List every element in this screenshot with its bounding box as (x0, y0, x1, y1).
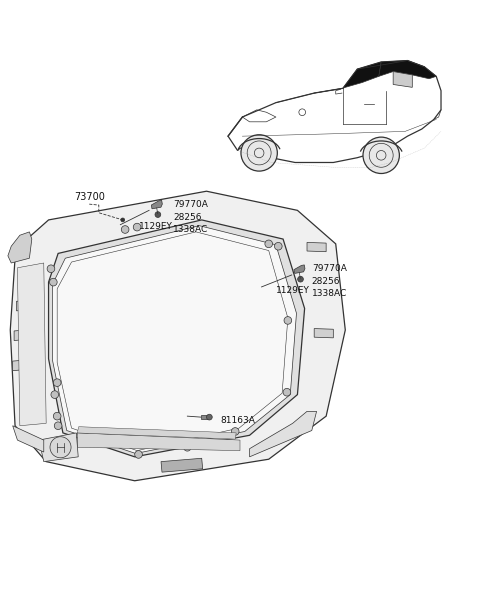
Polygon shape (161, 458, 203, 472)
Text: 28256: 28256 (173, 212, 202, 222)
Polygon shape (17, 263, 46, 426)
Polygon shape (77, 427, 236, 439)
Polygon shape (343, 62, 381, 88)
Text: 79770A: 79770A (173, 200, 208, 209)
Circle shape (363, 137, 399, 174)
Circle shape (47, 265, 55, 273)
Polygon shape (10, 191, 345, 481)
Circle shape (121, 226, 129, 233)
Polygon shape (16, 299, 38, 311)
Polygon shape (379, 60, 436, 79)
Circle shape (93, 439, 100, 447)
Polygon shape (39, 433, 78, 461)
Text: 1129EY: 1129EY (139, 222, 172, 231)
Polygon shape (77, 433, 240, 451)
Circle shape (51, 391, 59, 398)
Circle shape (53, 412, 61, 420)
Polygon shape (48, 220, 305, 457)
Text: 73700: 73700 (74, 192, 105, 202)
Polygon shape (393, 72, 412, 87)
Polygon shape (151, 200, 162, 209)
Circle shape (54, 422, 62, 429)
Circle shape (50, 436, 71, 458)
Circle shape (135, 451, 143, 458)
Circle shape (53, 379, 61, 387)
Circle shape (206, 415, 212, 420)
Polygon shape (294, 265, 305, 273)
Polygon shape (314, 329, 333, 338)
Polygon shape (307, 243, 326, 251)
Circle shape (155, 212, 161, 218)
Polygon shape (12, 426, 44, 452)
Text: 79770A: 79770A (312, 264, 347, 273)
Polygon shape (52, 226, 297, 454)
Circle shape (231, 428, 239, 435)
Polygon shape (19, 270, 40, 282)
Text: 28256: 28256 (312, 277, 340, 286)
Circle shape (275, 243, 282, 250)
Text: 81163A: 81163A (221, 416, 256, 425)
Circle shape (241, 135, 277, 171)
Circle shape (121, 218, 125, 222)
Circle shape (283, 388, 291, 396)
Polygon shape (12, 359, 34, 371)
Circle shape (265, 240, 273, 248)
Polygon shape (8, 232, 32, 263)
Circle shape (133, 224, 141, 231)
Polygon shape (14, 329, 36, 340)
Text: 1338AC: 1338AC (173, 225, 208, 234)
Text: 1338AC: 1338AC (312, 289, 347, 298)
Polygon shape (250, 412, 317, 457)
Circle shape (183, 444, 191, 451)
Polygon shape (201, 415, 208, 419)
Text: 1129EY: 1129EY (276, 286, 310, 295)
Circle shape (284, 317, 292, 324)
Circle shape (298, 276, 303, 282)
Circle shape (49, 278, 57, 286)
